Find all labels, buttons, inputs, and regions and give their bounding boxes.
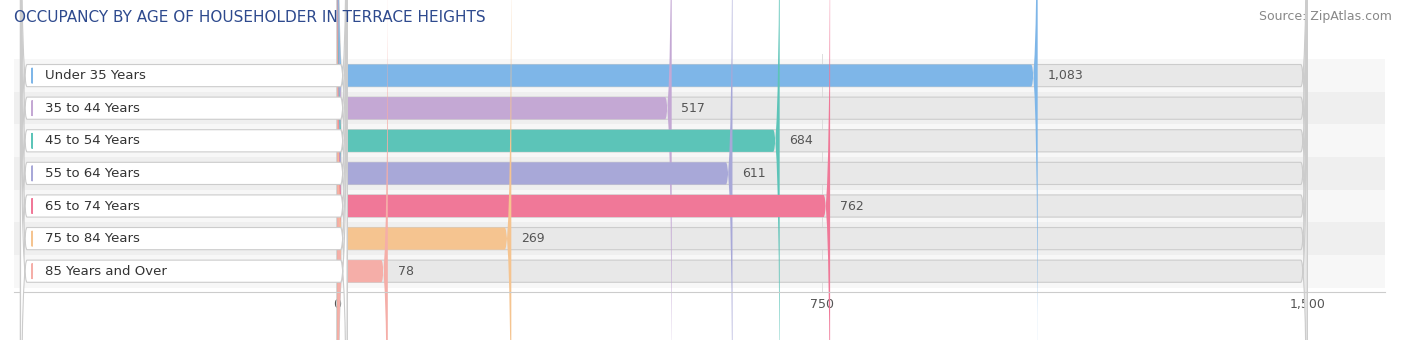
FancyBboxPatch shape bbox=[337, 0, 1308, 340]
Text: 611: 611 bbox=[742, 167, 766, 180]
FancyBboxPatch shape bbox=[337, 0, 388, 340]
Bar bbox=[14, 92, 1385, 124]
Bar bbox=[14, 59, 1385, 92]
Text: 517: 517 bbox=[682, 102, 706, 115]
FancyBboxPatch shape bbox=[337, 0, 1308, 340]
Bar bbox=[14, 222, 1385, 255]
Text: 684: 684 bbox=[789, 134, 813, 147]
Text: 55 to 64 Years: 55 to 64 Years bbox=[45, 167, 141, 180]
FancyBboxPatch shape bbox=[21, 0, 347, 340]
Text: 65 to 74 Years: 65 to 74 Years bbox=[45, 200, 141, 212]
FancyBboxPatch shape bbox=[337, 0, 780, 340]
FancyBboxPatch shape bbox=[21, 0, 347, 340]
Text: 269: 269 bbox=[522, 232, 544, 245]
Text: 85 Years and Over: 85 Years and Over bbox=[45, 265, 167, 278]
FancyBboxPatch shape bbox=[21, 0, 347, 340]
FancyBboxPatch shape bbox=[21, 0, 347, 340]
Text: Under 35 Years: Under 35 Years bbox=[45, 69, 146, 82]
FancyBboxPatch shape bbox=[337, 0, 1308, 340]
FancyBboxPatch shape bbox=[337, 0, 733, 340]
FancyBboxPatch shape bbox=[21, 0, 347, 340]
Text: Source: ZipAtlas.com: Source: ZipAtlas.com bbox=[1258, 10, 1392, 23]
FancyBboxPatch shape bbox=[337, 0, 672, 340]
FancyBboxPatch shape bbox=[337, 0, 830, 340]
FancyBboxPatch shape bbox=[21, 0, 347, 340]
Bar bbox=[14, 255, 1385, 288]
Text: 75 to 84 Years: 75 to 84 Years bbox=[45, 232, 141, 245]
Text: 1,083: 1,083 bbox=[1047, 69, 1083, 82]
Bar bbox=[14, 157, 1385, 190]
Text: OCCUPANCY BY AGE OF HOUSEHOLDER IN TERRACE HEIGHTS: OCCUPANCY BY AGE OF HOUSEHOLDER IN TERRA… bbox=[14, 10, 485, 25]
FancyBboxPatch shape bbox=[337, 0, 1308, 340]
FancyBboxPatch shape bbox=[21, 0, 347, 340]
Bar bbox=[14, 190, 1385, 222]
Text: 762: 762 bbox=[839, 200, 863, 212]
FancyBboxPatch shape bbox=[337, 0, 1308, 340]
Bar bbox=[14, 124, 1385, 157]
Text: 45 to 54 Years: 45 to 54 Years bbox=[45, 134, 141, 147]
FancyBboxPatch shape bbox=[337, 0, 512, 340]
FancyBboxPatch shape bbox=[337, 0, 1308, 340]
FancyBboxPatch shape bbox=[337, 0, 1038, 340]
FancyBboxPatch shape bbox=[337, 0, 1308, 340]
Text: 35 to 44 Years: 35 to 44 Years bbox=[45, 102, 141, 115]
Text: 78: 78 bbox=[398, 265, 413, 278]
